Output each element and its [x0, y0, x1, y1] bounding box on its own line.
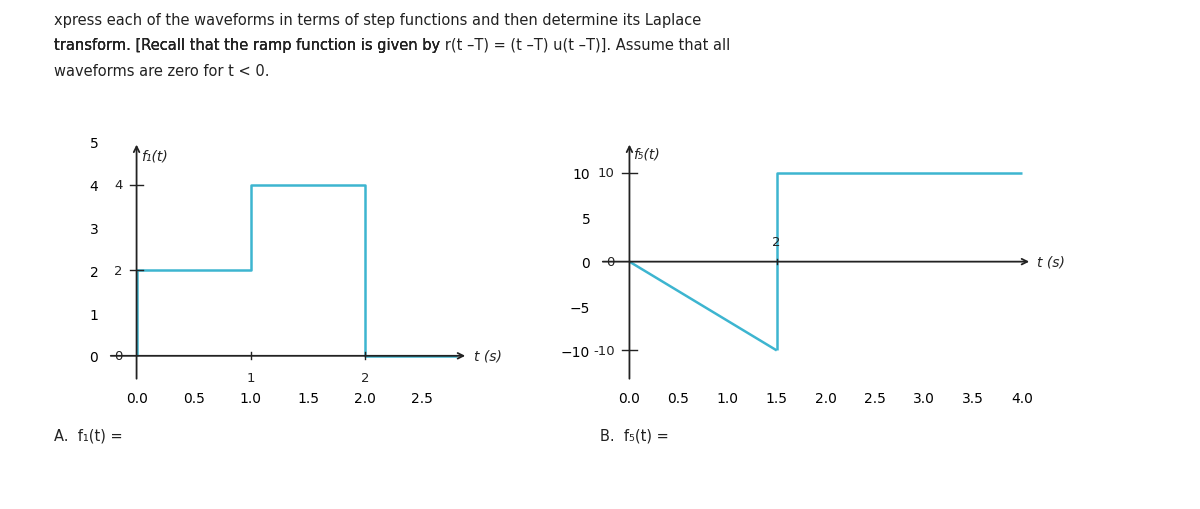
Text: transform. [Recall that the ramp function is given by: transform. [Recall that the ramp functio… [54, 38, 445, 53]
Text: transform. [Recall that the ramp function is given by: transform. [Recall that the ramp functio… [54, 38, 445, 53]
Text: 1: 1 [247, 371, 256, 384]
Text: f₅(t): f₅(t) [634, 147, 660, 161]
Text: xpress each of the waveforms in terms of step functions and then determine its L: xpress each of the waveforms in terms of… [54, 13, 701, 27]
Text: f₁(t): f₁(t) [142, 149, 168, 163]
Text: t (s): t (s) [474, 349, 502, 363]
Text: waveforms are zero for t < 0.: waveforms are zero for t < 0. [54, 64, 270, 78]
Text: 2: 2 [773, 236, 781, 249]
Text: 2: 2 [114, 264, 122, 277]
Text: -10: -10 [593, 344, 614, 357]
Text: 0: 0 [606, 256, 614, 269]
Text: 10: 10 [598, 167, 614, 180]
Text: transform. [Recall that the ramp function is given by r(t –T) = (t –T) u(t –T)].: transform. [Recall that the ramp functio… [54, 38, 731, 53]
Text: 0: 0 [114, 350, 122, 362]
Text: B.  f₅(t) =: B. f₅(t) = [600, 428, 668, 442]
Text: 4: 4 [114, 179, 122, 192]
Text: A.  f₁(t) =: A. f₁(t) = [54, 428, 122, 442]
Text: transform. [Recall that the ramp function is given by r(t –T) = (t –T) u(t –T)].: transform. [Recall that the ramp functio… [54, 38, 731, 53]
Text: 2: 2 [361, 371, 370, 384]
Text: t (s): t (s) [1037, 255, 1064, 269]
